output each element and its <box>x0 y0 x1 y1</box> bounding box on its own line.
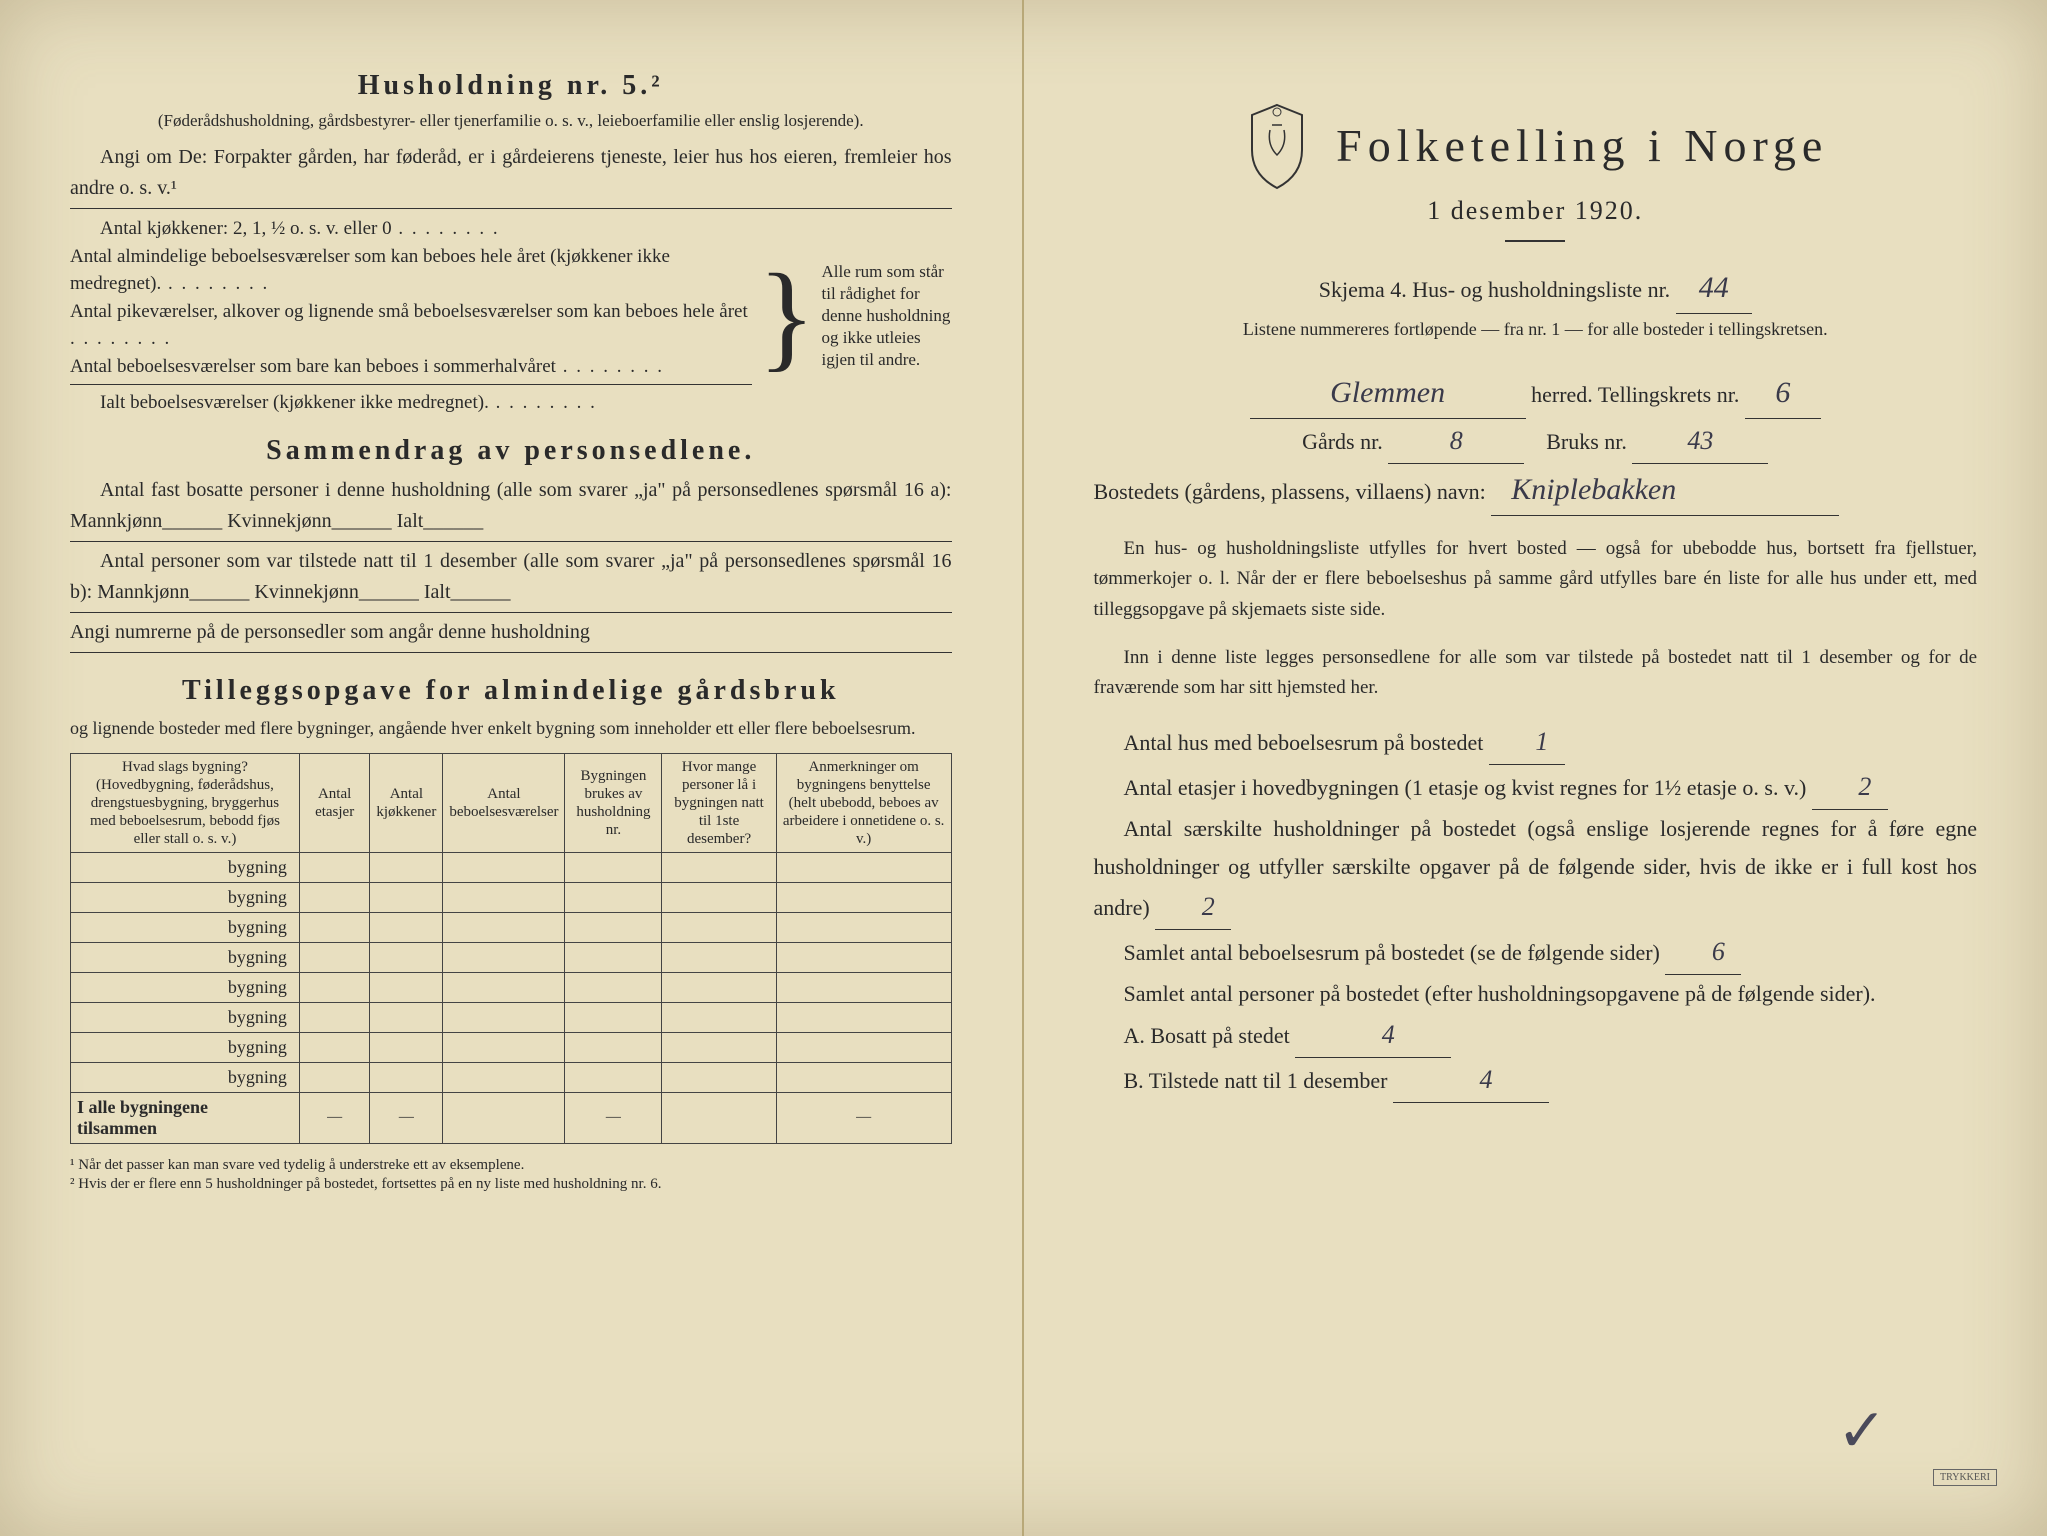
th-1: Antal etasjer <box>299 753 369 852</box>
herred-line: Glemmen herred. Tellingskrets nr. 6 <box>1094 367 1978 419</box>
tillegg-title: Tilleggsopgave for almindelige gårdsbruk <box>70 675 952 707</box>
qb-value: 4 <box>1393 1058 1549 1103</box>
summary-line-2: Antal personer som var tilstede natt til… <box>70 541 952 608</box>
q3-line: Antal særskilte husholdninger på bostede… <box>1094 810 1978 930</box>
table-total-row: I alle bygningene tilsammen———— <box>71 1092 952 1143</box>
table-row: bygning <box>71 852 952 882</box>
table-row: bygning <box>71 972 952 1002</box>
herred-field: Glemmen <box>1250 367 1526 419</box>
document-spread: Husholdning nr. 5.² (Føderådshusholdning… <box>0 0 2047 1536</box>
skjema-nr-field: 44 <box>1676 262 1752 314</box>
main-date: 1 desember 1920. <box>1094 196 1978 226</box>
listene-line: Listene nummereres fortløpende — fra nr.… <box>1094 314 1978 345</box>
right-page: Folketelling i Norge 1 desember 1920. Sk… <box>1024 0 2047 1536</box>
qa-value: 4 <box>1295 1013 1451 1058</box>
checkmark-icon: ✓ <box>1837 1396 1887 1466</box>
bosted-line: Bostedets (gårdens, plassens, villaens) … <box>1094 464 1978 516</box>
coat-of-arms-icon <box>1242 100 1312 190</box>
kitchen-line: Antal kjøkkener: 2, 1, ½ o. s. v. eller … <box>70 215 752 243</box>
skjema-line: Skjema 4. Hus- og husholdningsliste nr. … <box>1094 262 1978 314</box>
q3-value: 2 <box>1155 885 1231 930</box>
th-4: Bygningen brukes av husholdning nr. <box>565 753 662 852</box>
left-page: Husholdning nr. 5.² (Føderådshusholdning… <box>0 0 1024 1536</box>
rooms-total: Ialt beboelsesværelser (kjøkkener ikke m… <box>70 384 752 417</box>
summary-line-3: Angi numrerne på de personsedler som ang… <box>70 612 952 653</box>
qa-line: A. Bosatt på stedet 4 <box>1094 1013 1978 1058</box>
instructions-p2: Inn i denne liste legges personsedlene f… <box>1094 643 1978 704</box>
th-5: Hvor mange personer lå i bygningen natt … <box>662 753 776 852</box>
table-row: bygning <box>71 942 952 972</box>
main-title: Folketelling i Norge <box>1336 119 1828 172</box>
brace-icon: } <box>752 265 822 367</box>
q4-line: Samlet antal beboelsesrum på bostedet (s… <box>1094 930 1978 975</box>
krets-field: 6 <box>1745 367 1821 419</box>
title-block: Folketelling i Norge 1 desember 1920. <box>1094 100 1978 242</box>
th-3: Antal beboelsesværelser <box>443 753 565 852</box>
q4-value: 6 <box>1665 930 1741 975</box>
title-rule <box>1505 240 1565 242</box>
footnote-1: ¹ Når det passer kan man svare ved tydel… <box>70 1156 952 1176</box>
household-subtitle: (Føderådshusholdning, gårdsbestyrer- ell… <box>70 110 952 132</box>
room-line-3: Antal beboelsesværelser som bare kan beb… <box>70 353 752 381</box>
footnote-2: ² Hvis der er flere enn 5 husholdninger … <box>70 1175 952 1195</box>
table-row: bygning <box>71 882 952 912</box>
table-header-row: Hvad slags bygning? (Hovedbygning, føder… <box>71 753 952 852</box>
summary-title: Sammendrag av personsedlene. <box>70 435 952 467</box>
q1-value: 1 <box>1489 720 1565 765</box>
q1-line: Antal hus med beboelsesrum på bostedet 1 <box>1094 720 1978 765</box>
q2-value: 2 <box>1812 765 1888 810</box>
gards-line: Gårds nr. 8 Bruks nr. 43 <box>1094 419 1978 464</box>
room-line-2: Antal pikeværelser, alkover og lignende … <box>70 298 752 353</box>
th-2: Antal kjøkkener <box>370 753 443 852</box>
table-row: bygning <box>71 1032 952 1062</box>
bosted-field: Kniplebakken <box>1491 464 1839 516</box>
room-line-1: Antal almindelige beboelsesværelser som … <box>70 243 752 298</box>
bruks-nr-field: 43 <box>1632 419 1768 464</box>
table-row: bygning <box>71 912 952 942</box>
th-6: Anmerkninger om bygningens benyttelse (h… <box>776 753 951 852</box>
household-title: Husholdning nr. 5.² <box>70 70 952 102</box>
angi-line: Angi om De: Forpakter gården, har føderå… <box>70 142 952 209</box>
q2-line: Antal etasjer i hovedbygningen (1 etasje… <box>1094 765 1978 810</box>
table-row: bygning <box>71 1002 952 1032</box>
brace-text: Alle rum som står til rådighet for denne… <box>822 261 952 371</box>
table-row: bygning <box>71 1062 952 1092</box>
th-0: Hvad slags bygning? (Hovedbygning, føder… <box>71 753 300 852</box>
building-table: Hvad slags bygning? (Hovedbygning, føder… <box>70 753 952 1144</box>
qb-line: B. Tilstede natt til 1 desember 4 <box>1094 1058 1978 1103</box>
tillegg-sub: og lignende bosteder med flere bygninger… <box>70 715 952 743</box>
instructions-p1: En hus- og husholdningsliste utfylles fo… <box>1094 534 1978 625</box>
gards-nr-field: 8 <box>1388 419 1524 464</box>
summary-line-1: Antal fast bosatte personer i denne hush… <box>70 475 952 537</box>
q5-line: Samlet antal personer på bostedet (efter… <box>1094 975 1978 1012</box>
footnotes: ¹ Når det passer kan man svare ved tydel… <box>70 1156 952 1195</box>
printer-stamp: TRYKKERI <box>1933 1469 1997 1486</box>
rooms-block: Antal kjøkkener: 2, 1, ½ o. s. v. eller … <box>70 215 952 417</box>
